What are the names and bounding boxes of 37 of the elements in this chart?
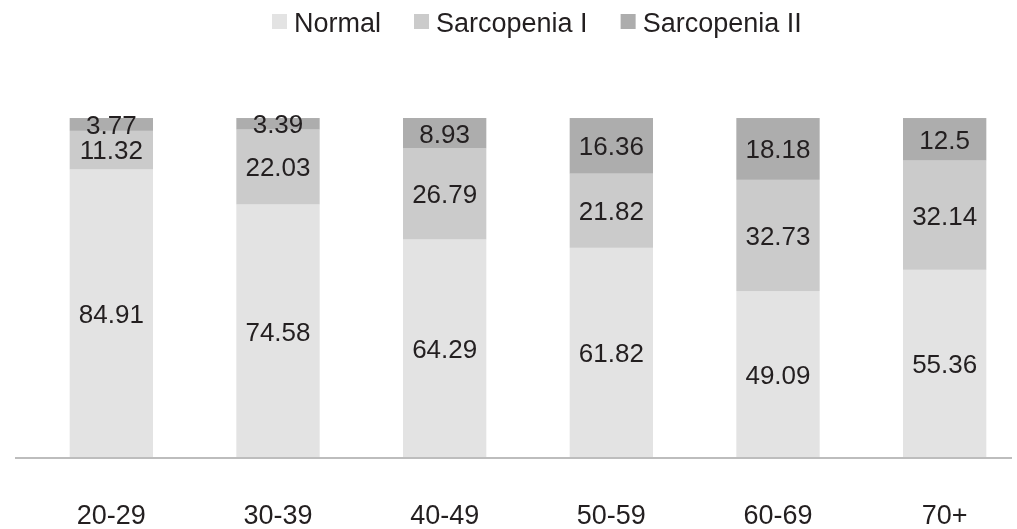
data-label: 18.18 (745, 134, 811, 165)
data-label: 12.5 (919, 124, 970, 155)
legend-label: Sarcopenia II (642, 7, 802, 38)
data-label: 74.58 (245, 316, 311, 347)
bar (903, 269, 987, 458)
data-label: 21.82 (578, 196, 644, 227)
x-tick-label: 40-49 (410, 500, 480, 529)
data-label: 61.82 (578, 338, 644, 369)
data-label: 26.79 (412, 179, 478, 210)
x-tick-label: 70+ (921, 500, 968, 529)
bar (69, 169, 153, 458)
bar (736, 118, 820, 180)
bar (903, 160, 987, 270)
bar (236, 204, 320, 458)
x-tick-label: 30-39 (243, 500, 313, 529)
bar (569, 247, 653, 458)
bar (403, 148, 487, 240)
data-label: 8.93 (419, 118, 470, 149)
data-label: 84.91 (78, 299, 144, 330)
bar (403, 239, 487, 458)
bar (903, 118, 987, 161)
legend-label: Normal (294, 7, 382, 38)
bar (736, 179, 820, 292)
x-tick-label: 20-29 (76, 500, 146, 529)
x-tick-label: 50-59 (576, 500, 646, 529)
data-label: 55.36 (912, 349, 978, 380)
bar (736, 291, 820, 458)
legend-label: Sarcopenia I (436, 7, 588, 38)
x-tick-label: 60-69 (743, 500, 813, 529)
data-label: 16.36 (578, 131, 644, 162)
data-label: 32.14 (912, 200, 978, 231)
data-label: 49.09 (745, 359, 811, 390)
bar (569, 173, 653, 248)
data-label: 32.73 (745, 220, 811, 251)
data-label: 22.03 (245, 152, 311, 183)
data-label: 64.29 (412, 334, 478, 365)
data-label: 3.39 (252, 109, 304, 140)
